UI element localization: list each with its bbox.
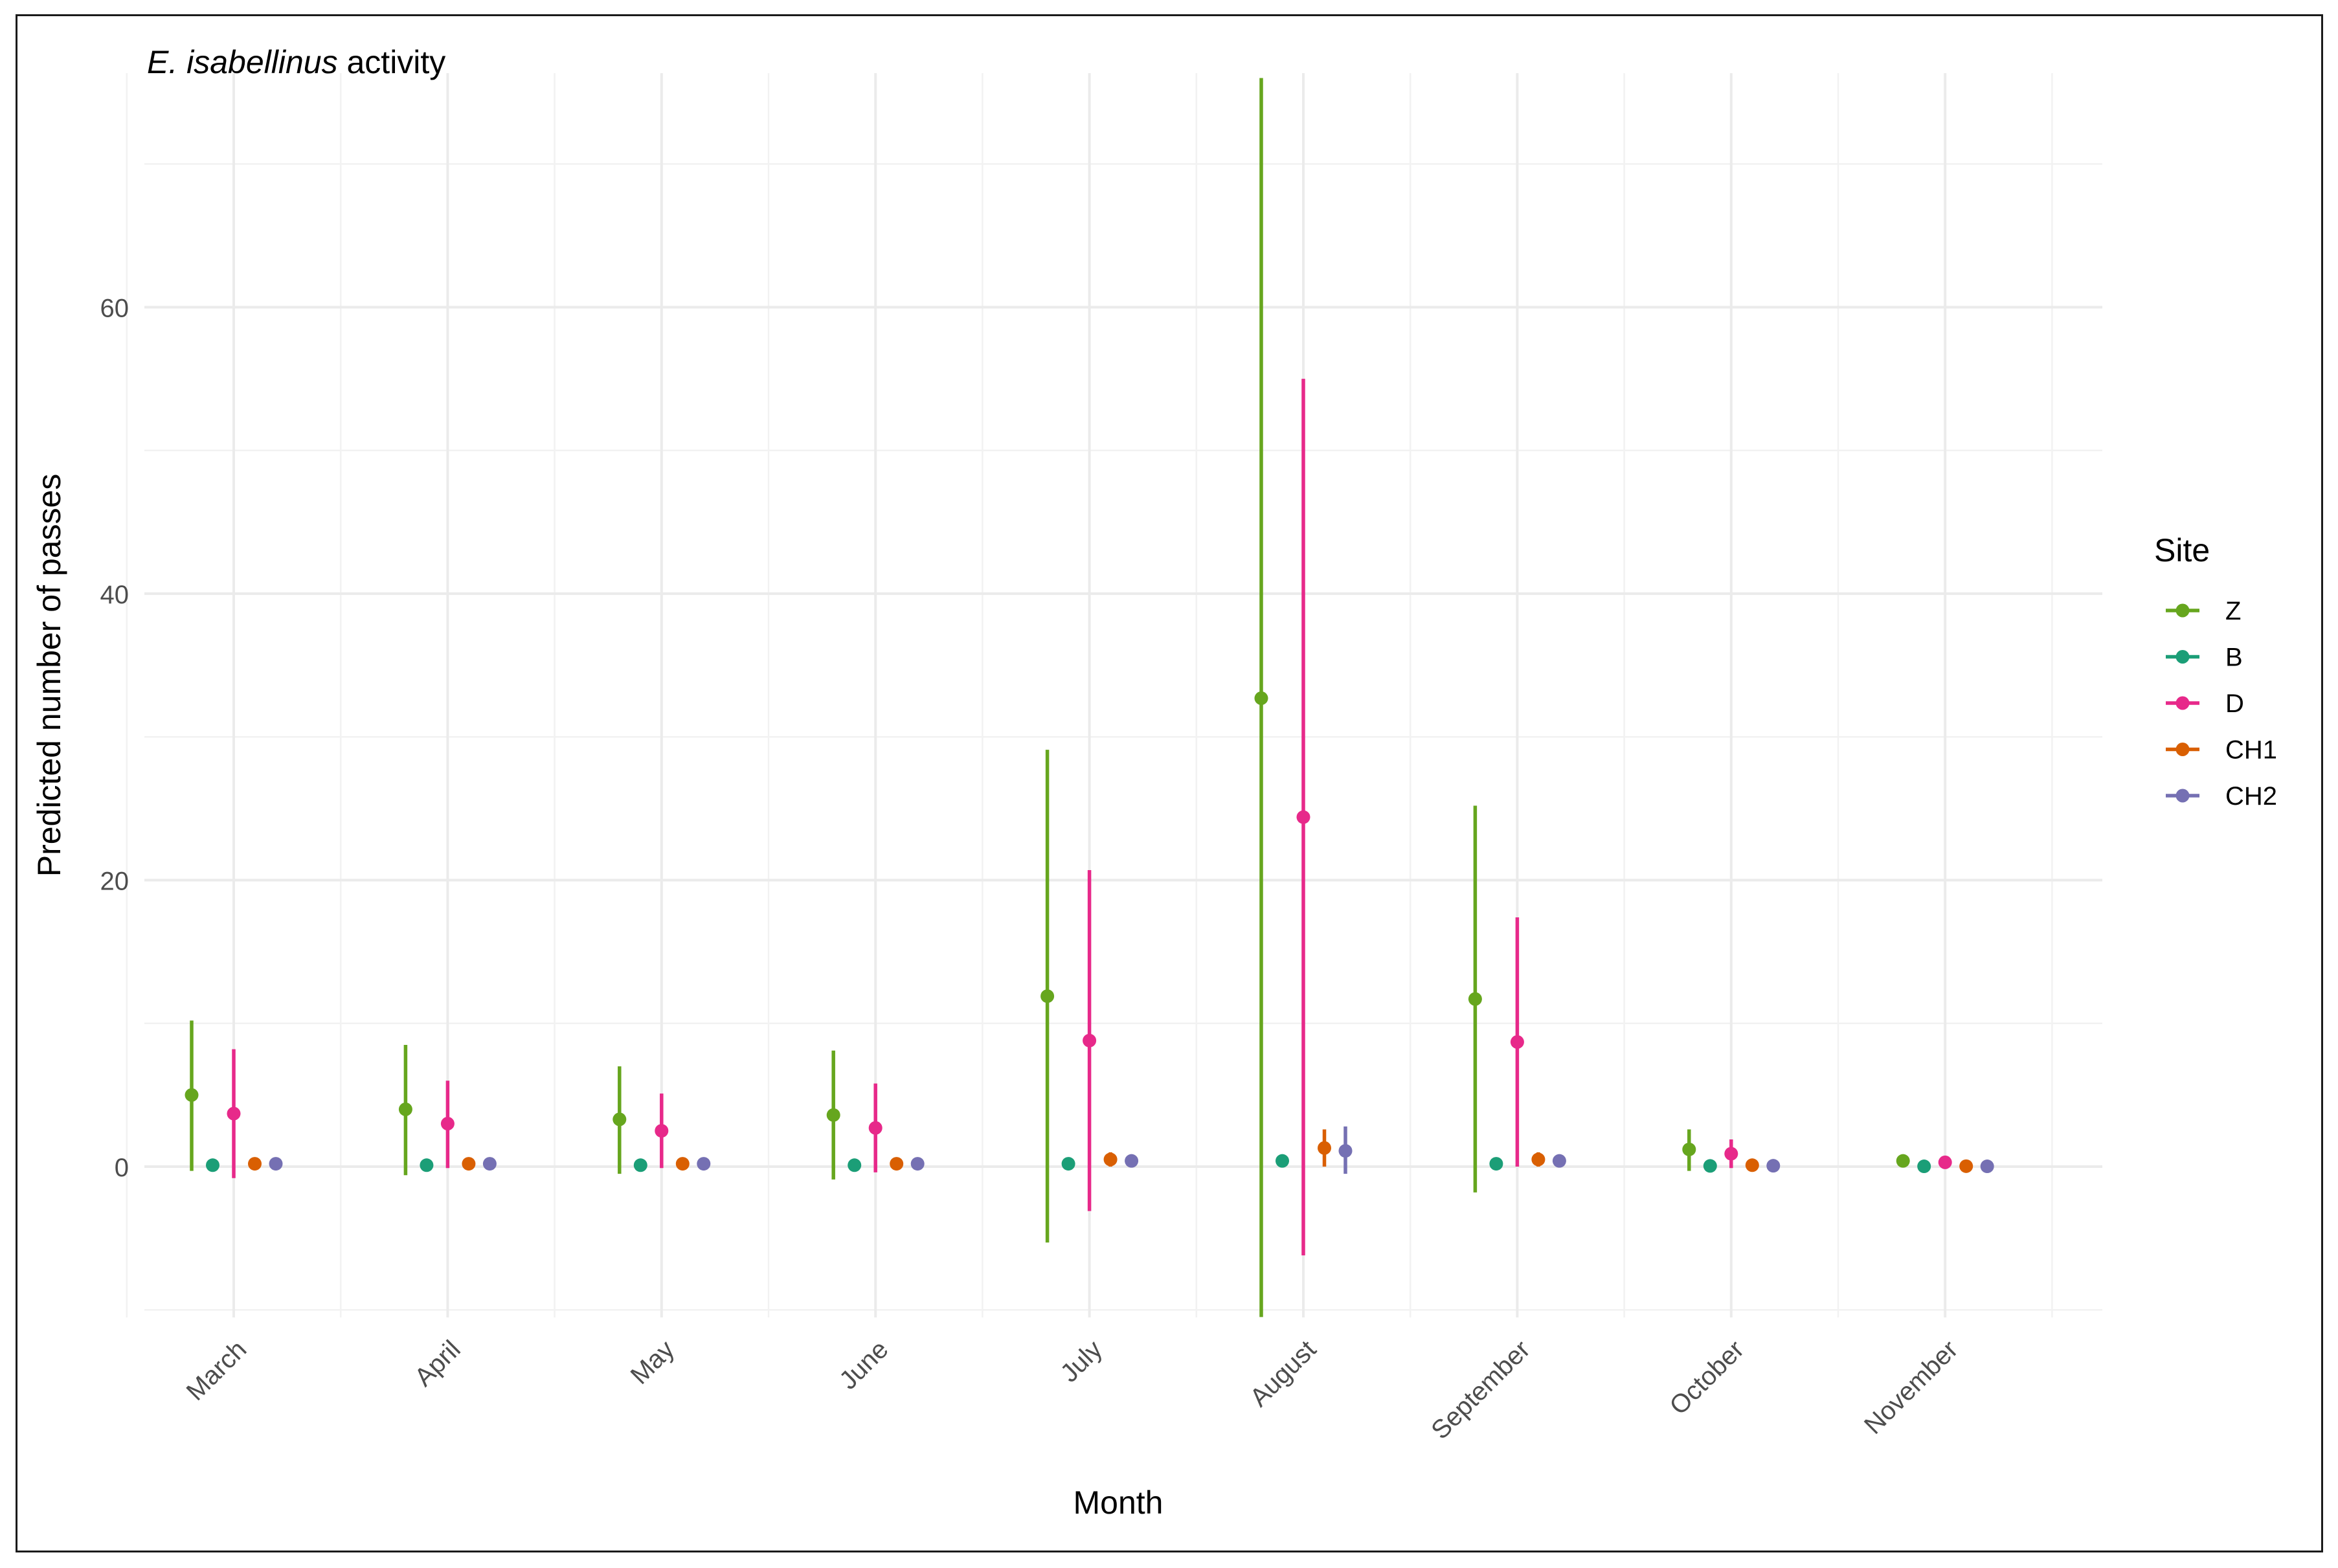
point-CH1-July	[1103, 1152, 1118, 1167]
point-D-June	[868, 1121, 882, 1135]
point-B-September	[1489, 1157, 1503, 1171]
y-tick-labels: 0 20 40 60	[100, 295, 129, 1183]
legend-label: D	[2225, 689, 2244, 718]
point-B-October	[1703, 1159, 1717, 1173]
legend: Site ZBD CH1 CH2	[2154, 532, 2277, 811]
x-tick-labels: March April May June July August September Octo…	[181, 1335, 1964, 1444]
legend-label: CH2	[2225, 782, 2277, 811]
point-D-August	[1296, 810, 1310, 824]
point-CH2-March	[269, 1157, 283, 1171]
point-B-November	[1917, 1159, 1931, 1174]
grid-minor	[126, 73, 2102, 1317]
legend-key-point	[2175, 650, 2190, 664]
point-Z-August	[1254, 691, 1268, 706]
legend-key-point	[2175, 789, 2190, 803]
y-tick-label: 60	[100, 295, 129, 323]
point-CH1-August	[1318, 1141, 1331, 1155]
x-axis-label: Month	[1073, 1484, 1163, 1521]
chart-title: E. isabellinus activity	[147, 44, 445, 80]
point-CH1-March	[248, 1157, 262, 1171]
point-B-May	[633, 1158, 647, 1172]
legend-key-point	[2175, 603, 2190, 618]
chart-title-species: E. isabellinus	[147, 44, 338, 80]
legend-label: CH1	[2225, 736, 2277, 765]
point-CH1-November	[1959, 1159, 1973, 1173]
point-D-May	[655, 1124, 669, 1138]
point-CH2-August	[1338, 1144, 1353, 1158]
point-CH1-October	[1745, 1158, 1759, 1172]
point-CH2-May	[697, 1157, 711, 1171]
legend-key-point	[2175, 743, 2190, 756]
point-CH2-November	[1980, 1159, 1994, 1174]
point-D-July	[1083, 1033, 1097, 1047]
point-CH1-April	[462, 1157, 476, 1171]
y-tick-label: 40	[100, 581, 129, 609]
point-B-March	[206, 1158, 219, 1172]
y-tick-label: 0	[115, 1154, 129, 1182]
point-Z-November	[1896, 1154, 1910, 1168]
point-Z-June	[826, 1108, 840, 1122]
legend-label: B	[2225, 644, 2243, 672]
chart-frame: 0 20 40 60 March April May June July August Septe…	[16, 14, 2323, 1552]
point-CH2-June	[910, 1157, 925, 1171]
point-CH2-September	[1552, 1154, 1566, 1168]
point-B-August	[1276, 1154, 1289, 1168]
point-D-April	[440, 1117, 455, 1131]
point-B-June	[848, 1158, 862, 1172]
legend-item-CH1: CH1	[2166, 736, 2277, 765]
point-CH2-April	[482, 1157, 497, 1171]
point-D-March	[227, 1106, 241, 1121]
point-B-April	[420, 1158, 434, 1172]
point-CH1-May	[675, 1157, 690, 1171]
x-tick-label: November	[1859, 1335, 1964, 1440]
point-Z-October	[1682, 1142, 1696, 1156]
x-tick-label: May	[625, 1335, 680, 1390]
point-D-September	[1510, 1035, 1524, 1049]
point-Z-April	[398, 1103, 412, 1116]
legend-title: Site	[2154, 532, 2210, 568]
legend-item-Z: Z	[2166, 597, 2241, 625]
chart-title-rest: activity	[338, 44, 446, 80]
legend-label: Z	[2225, 597, 2241, 625]
x-tick-label: April	[409, 1335, 466, 1392]
point-CH1-June	[890, 1157, 904, 1171]
legend-key-point	[2175, 696, 2190, 710]
point-D-October	[1724, 1147, 1738, 1161]
legend-item-D: D	[2166, 689, 2244, 718]
point-CH2-July	[1125, 1154, 1139, 1168]
x-tick-label: August	[1244, 1335, 1321, 1412]
x-tick-label: July	[1055, 1335, 1108, 1387]
legend-item-B: B	[2166, 644, 2243, 672]
point-D-November	[1938, 1155, 1952, 1169]
legend-item-CH2: CH2	[2166, 782, 2277, 811]
chart-marks	[185, 78, 1994, 1317]
point-CH1-September	[1531, 1152, 1546, 1167]
point-CH2-October	[1766, 1159, 1781, 1173]
grid-major	[144, 73, 2102, 1317]
point-B-July	[1061, 1157, 1075, 1171]
point-Z-September	[1468, 992, 1482, 1006]
chart-svg: 0 20 40 60 March April May June July August Septe…	[31, 44, 2277, 1521]
x-tick-label: June	[834, 1335, 894, 1394]
y-tick-label: 20	[100, 868, 129, 896]
x-tick-label: October	[1664, 1335, 1749, 1420]
y-axis-label: Predicted number of passes	[31, 474, 67, 877]
x-tick-label: March	[181, 1335, 253, 1406]
point-Z-March	[185, 1088, 199, 1102]
x-tick-label: September	[1426, 1335, 1535, 1444]
point-Z-May	[613, 1112, 627, 1126]
point-Z-July	[1040, 989, 1055, 1003]
